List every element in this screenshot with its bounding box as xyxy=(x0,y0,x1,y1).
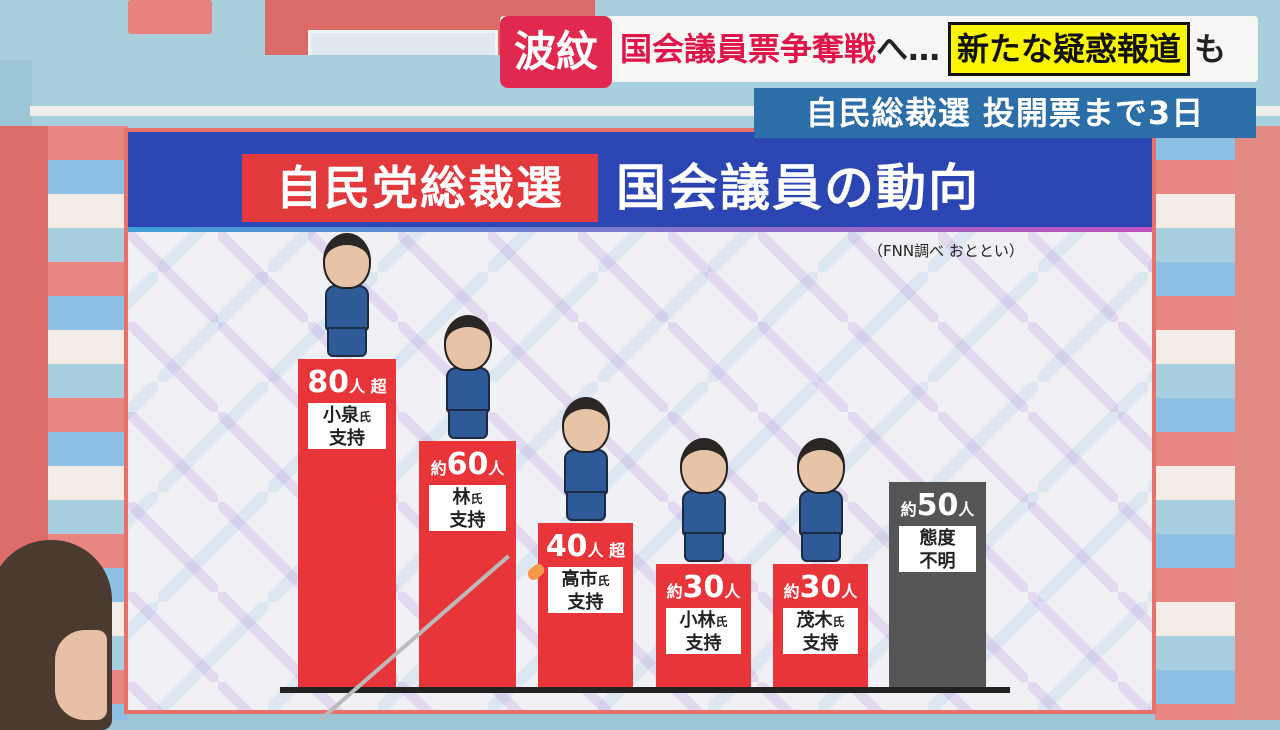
support-label: 支持 xyxy=(567,592,604,613)
studio-ledge-trim xyxy=(30,106,1280,116)
candidate-figure xyxy=(546,397,626,527)
bar-2: 40人 超 高市氏支持 xyxy=(538,523,633,687)
ticker-row: 波紋 国会議員票争奪戦へ… 新たな疑惑報道 も xyxy=(500,16,1226,88)
figure-suit xyxy=(681,490,726,536)
support-label: 支持 xyxy=(685,633,722,654)
chart-baseline xyxy=(280,687,1010,693)
value-unit: 人 xyxy=(349,377,366,396)
value-number: 80 xyxy=(307,365,350,400)
board-header: 自民党総裁選 国会議員の動向 xyxy=(128,132,1152,232)
value-number: 60 xyxy=(446,447,489,482)
value-prefix: 約 xyxy=(666,582,683,601)
bar-5: 約50人 態度 不明 xyxy=(889,482,986,687)
value-unit: 人 xyxy=(488,459,505,478)
value-qualifier: 超 xyxy=(609,541,626,560)
bar-name-label: 茂木氏支持 xyxy=(783,608,858,654)
bar-value-label: 80人 超 xyxy=(298,365,396,400)
support-label: 支持 xyxy=(449,510,486,531)
chart-title-red: 自民党総裁選 xyxy=(242,154,598,222)
support-label: 支持 xyxy=(329,428,365,449)
figure-suit xyxy=(798,490,843,536)
figure-head xyxy=(443,315,492,371)
value-prefix: 約 xyxy=(430,459,447,478)
bar-0: 80人 超 小泉氏支持 xyxy=(298,359,396,687)
value-number: 30 xyxy=(799,570,842,605)
candidate-name: 態度 xyxy=(919,528,956,549)
header-underline xyxy=(128,227,1152,232)
headline-mid: へ… xyxy=(876,30,941,68)
candidate-figure xyxy=(307,233,387,363)
name-suffix: 氏 xyxy=(715,615,728,629)
presenter-face xyxy=(55,630,107,720)
bar-value-label: 約30人 xyxy=(656,570,751,605)
bar-value-label: 約30人 xyxy=(773,570,868,605)
candidate-name: 小林 xyxy=(679,610,716,631)
bar-name-label: 態度 不明 xyxy=(899,526,976,572)
headline-highlight: 新たな疑惑報道 xyxy=(948,22,1191,76)
ticker-subline: 自民総裁選 投開票まで3日 xyxy=(754,88,1256,138)
value-number: 30 xyxy=(682,570,725,605)
value-prefix: 約 xyxy=(783,582,800,601)
candidate-figure xyxy=(781,438,861,568)
figure-suit xyxy=(325,285,369,331)
candidate-figure xyxy=(664,438,744,568)
bar-value-label: 約50人 xyxy=(889,488,986,523)
figure-legs xyxy=(565,491,606,521)
candidate-figure xyxy=(428,315,508,445)
board-background-pattern xyxy=(128,232,1152,710)
name-suffix: 氏 xyxy=(358,410,371,424)
bar-name-label: 林氏支持 xyxy=(429,485,506,531)
figure-head xyxy=(323,233,371,289)
figure-suit xyxy=(563,449,608,495)
bar-value-label: 約60人 xyxy=(419,447,516,482)
candidate-name: 茂木 xyxy=(796,610,833,631)
bar-4: 約30人 茂木氏支持 xyxy=(773,564,868,687)
studio-tile xyxy=(128,0,212,34)
value-unit: 人 xyxy=(587,541,604,560)
name-suffix: 氏 xyxy=(597,574,610,588)
bar-name-label: 小林氏支持 xyxy=(666,608,741,654)
value-qualifier: 超 xyxy=(370,377,387,396)
figure-legs xyxy=(327,327,367,357)
name-suffix: 氏 xyxy=(470,492,483,506)
candidate-name: 高市 xyxy=(561,569,598,590)
chart-board: 自民党総裁選 国会議員の動向 （FNN調べ おととい） 80人 超 小泉氏 支持約… xyxy=(124,128,1156,714)
chart-title: 国会議員の動向 xyxy=(616,159,980,217)
bar-name-label: 小泉氏支持 xyxy=(308,403,386,449)
headline-red: 国会議員票争奪戦 xyxy=(620,30,877,68)
value-unit: 人 xyxy=(841,582,858,601)
figure-suit xyxy=(445,367,490,413)
value-number: 40 xyxy=(545,529,588,564)
candidate-name: 林 xyxy=(452,487,471,508)
value-unit: 人 xyxy=(724,582,741,601)
chart-source: （FNN調べ おととい） xyxy=(868,242,1024,260)
headline-end: も xyxy=(1194,30,1227,68)
figure-legs xyxy=(683,532,724,562)
support-label: 不明 xyxy=(919,551,956,572)
value-prefix: 約 xyxy=(900,500,917,519)
figure-head xyxy=(796,438,845,494)
studio-pillar-right-edge xyxy=(1235,126,1280,720)
ticker-tag: 波紋 xyxy=(500,16,613,88)
support-label: 支持 xyxy=(802,633,839,654)
value-unit: 人 xyxy=(958,500,975,519)
bar-3: 約30人 小林氏支持 xyxy=(656,564,751,687)
bar-name-label: 高市氏支持 xyxy=(548,567,623,613)
candidate-name: 小泉 xyxy=(322,405,359,426)
ticker-headline: 国会議員票争奪戦へ… xyxy=(620,24,940,74)
value-number: 50 xyxy=(916,488,959,523)
bar-value-label: 40人 超 xyxy=(538,529,633,564)
name-suffix: 氏 xyxy=(832,615,845,629)
figure-head xyxy=(679,438,728,494)
figure-legs xyxy=(447,409,488,439)
figure-head xyxy=(561,397,610,453)
figure-legs xyxy=(800,532,841,562)
